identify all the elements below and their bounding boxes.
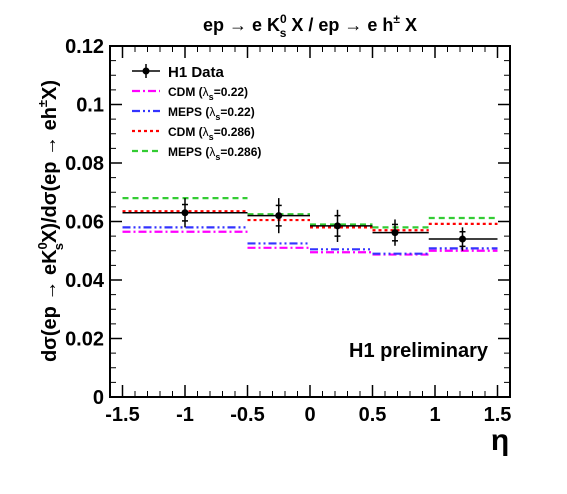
legend-label-cdm-0.286: CDM (λs=0.286) [168,125,255,142]
legend: H1 Data CDM (λs=0.22) MEPS (λs=0.22) CDM (λ… [132,64,261,162]
x-tick-label: 0 [304,404,315,426]
legend-label-meps-0.22: MEPS (λs=0.22) [168,105,255,122]
y-tick-label: 0.12 [65,36,104,58]
y-tick-label: 0 [93,387,104,409]
data-point [391,229,399,237]
chart-title: ep → e K0 s X / ep → e h± X [203,12,417,40]
data-point [181,209,189,217]
x-tick-label: -1.5 [105,404,139,426]
y-tick-label: 0.06 [65,212,104,234]
data-points [122,198,498,251]
x-tick-label: 1.5 [484,404,512,426]
x-tick-label: -0.5 [230,404,264,426]
x-tick-label: 0.5 [359,404,387,426]
x-axis-label: η [491,424,509,457]
data-point [334,222,341,230]
y-tick-label: 0.1 [76,95,104,117]
y-axis-label: dσ(ep → eK0sX)/dσ(ep → eh±X) [35,80,66,362]
y-tick-label: 0.04 [65,270,105,292]
x-tick-label: 1 [429,404,440,426]
x-tick-label: -1 [176,404,194,426]
legend-label-cdm-0.22: CDM (λs=0.22) [168,85,248,102]
y-tick-label: 0.02 [65,329,104,351]
axes: -1.5 -1 -0.5 0 0.5 1 1.5 0 0.02 0.04 0.06 0.08 0.1 0.… [65,36,511,426]
y-tick-label: 0.08 [65,153,104,175]
data-point [275,212,283,220]
annotation-h1-preliminary: H1 preliminary [349,340,489,362]
legend-data-label: H1 Data [168,64,225,81]
legend-label-meps-0.286: MEPS (λs=0.286) [168,145,261,162]
legend-data-marker [142,67,150,75]
data-point [459,235,466,243]
